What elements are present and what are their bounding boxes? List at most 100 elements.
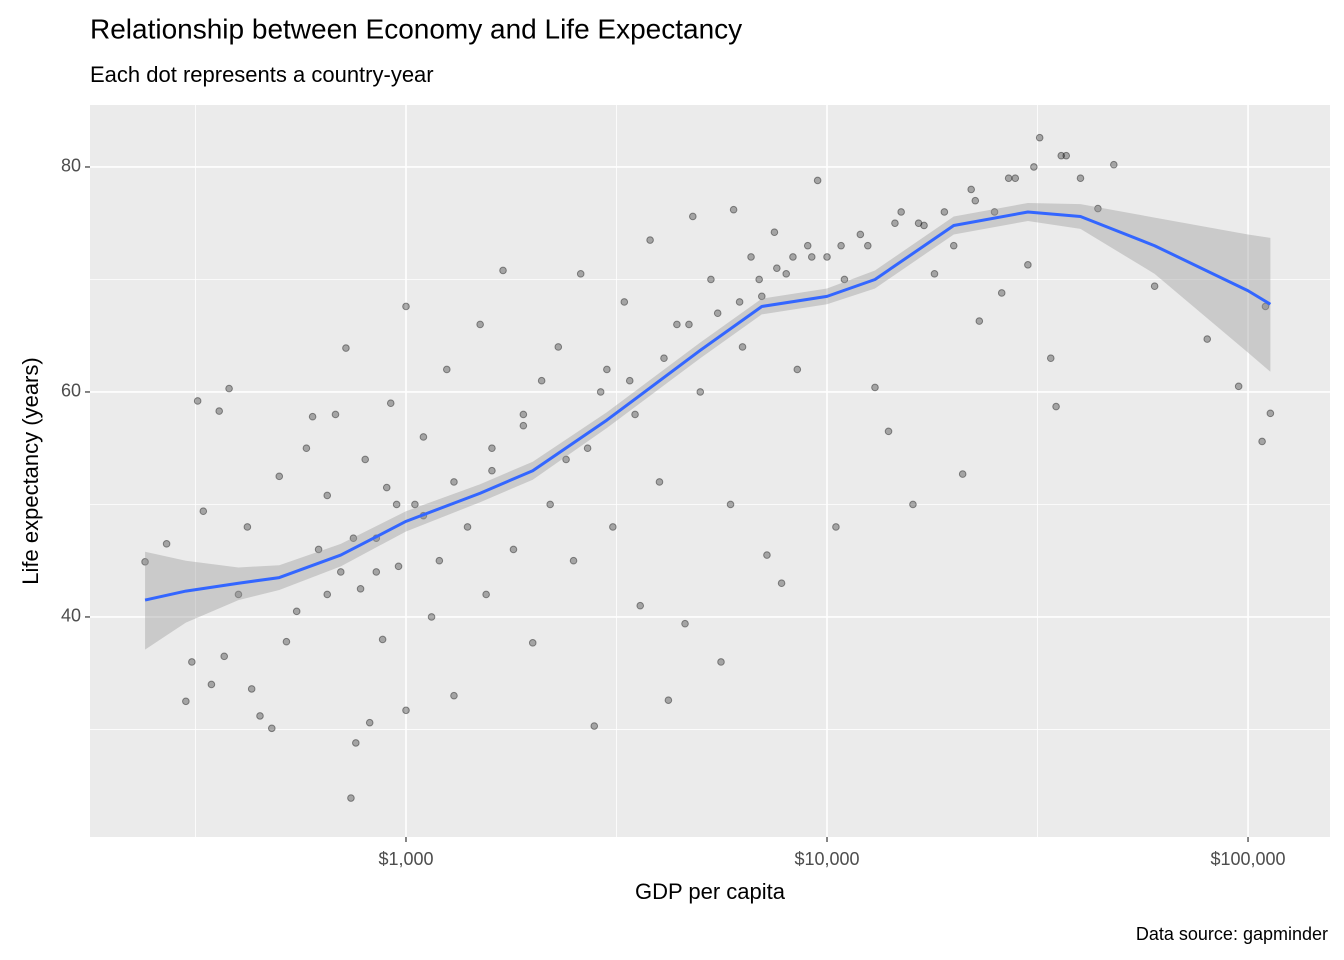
chart-subtitle: Each dot represents a country-year [90,62,434,87]
point [323,590,332,599]
point [864,241,872,250]
point [386,399,395,408]
point [450,691,458,700]
point [347,794,355,802]
point [435,556,444,565]
point [382,483,391,492]
point [909,500,917,509]
point [713,309,722,318]
point [331,410,340,419]
point [832,523,840,531]
point [349,534,358,543]
point [361,455,369,464]
point [519,410,528,419]
point [569,556,578,565]
point [738,343,747,351]
point [707,275,715,284]
point [930,270,939,278]
point [182,697,190,706]
point [673,320,681,329]
point [243,523,252,531]
point [729,205,738,214]
point [220,652,229,661]
point [562,455,570,464]
y-axis-title: Life expectancy (years) [18,357,43,584]
point [949,241,958,250]
point [807,253,816,261]
point [509,545,518,554]
point [215,407,223,415]
point [685,320,693,329]
point [990,208,999,216]
point [689,212,697,221]
point [625,376,634,385]
point [482,590,490,599]
point [537,376,546,385]
point [576,270,585,278]
point [528,639,537,647]
point [773,264,781,273]
point [803,241,812,250]
point [735,298,744,306]
point [488,444,496,453]
point [352,739,360,747]
point [141,558,149,566]
point [356,585,365,593]
point [225,384,233,393]
point [664,696,673,705]
point [193,397,202,405]
point [823,253,831,261]
point [1011,174,1020,183]
point [342,344,350,352]
point [620,298,629,306]
point [1110,160,1118,169]
point [871,383,879,392]
smooth-line [144,210,1272,602]
point [402,302,410,311]
x-axis-title: GDP per capita [635,879,786,904]
point [1266,409,1275,418]
point [1150,282,1159,291]
point [314,545,323,554]
point [499,266,507,275]
point [392,500,401,509]
point [856,230,865,239]
point [162,540,171,548]
point [590,722,599,730]
point [378,635,387,644]
point [308,412,317,421]
point [463,523,472,531]
point [777,579,786,588]
point [789,253,797,261]
point [554,343,563,351]
point [419,433,428,441]
point [997,289,1006,297]
point [1076,174,1085,183]
point [1046,354,1055,363]
point [747,253,755,261]
point [372,568,381,576]
point [1094,204,1102,213]
point [958,470,967,478]
point [267,724,276,733]
point [519,421,528,430]
point [920,221,928,230]
point [813,176,822,185]
point [1035,133,1044,142]
point [1024,261,1032,269]
point [1030,163,1038,171]
point [726,500,735,509]
caption: Data source: gapminder [1136,924,1328,944]
point [275,472,284,481]
point [660,354,668,363]
point [546,500,554,509]
chart-title: Relationship between Economy and Life Ex… [90,13,742,44]
point [681,619,689,628]
x-tick-label: $100,000 [1210,849,1285,869]
point [971,196,980,205]
point [442,365,451,374]
point [234,590,243,599]
point [793,365,802,374]
point [282,637,291,646]
